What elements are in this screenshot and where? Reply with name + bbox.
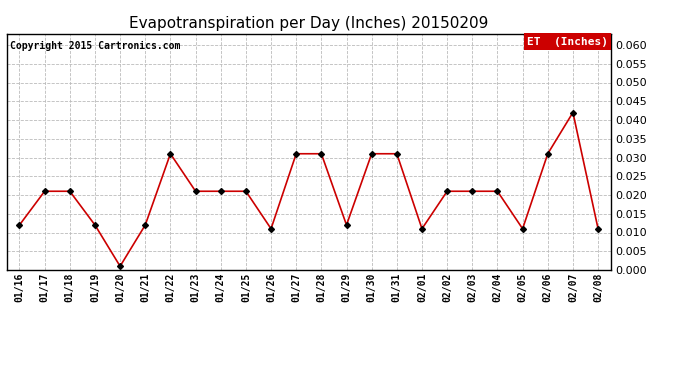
Text: Copyright 2015 Cartronics.com: Copyright 2015 Cartronics.com: [10, 41, 180, 51]
Text: ET  (Inches): ET (Inches): [527, 36, 608, 46]
Title: Evapotranspiration per Day (Inches) 20150209: Evapotranspiration per Day (Inches) 2015…: [129, 16, 489, 31]
